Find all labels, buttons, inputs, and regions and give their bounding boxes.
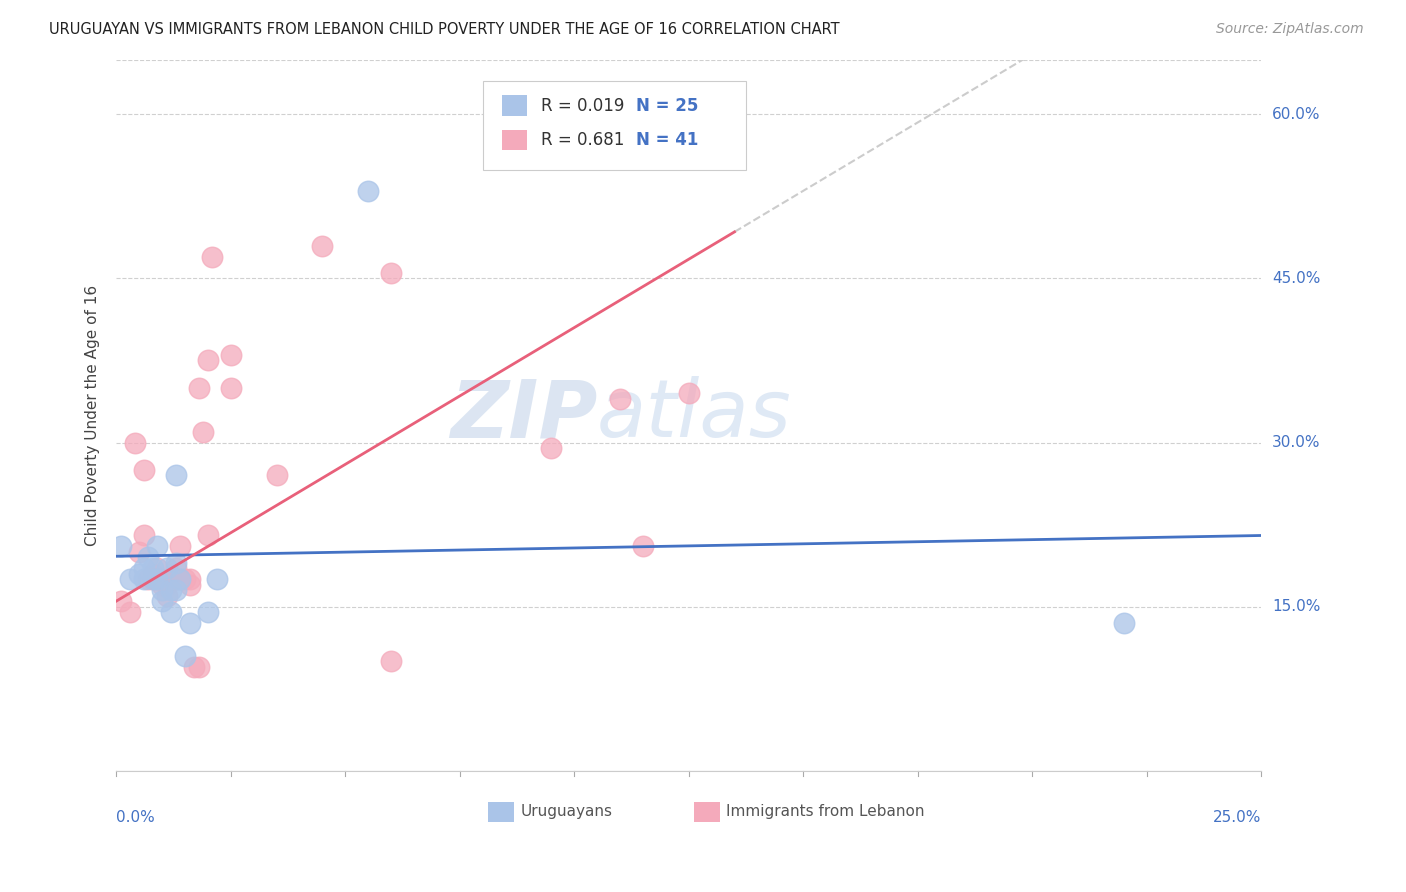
Point — [380, 266, 402, 280]
Text: atlas: atlas — [598, 376, 792, 454]
Point — [132, 572, 155, 586]
Point — [540, 441, 562, 455]
Point — [219, 348, 242, 362]
Point — [142, 561, 165, 575]
Point — [136, 572, 159, 586]
Point — [631, 540, 654, 554]
Point — [128, 566, 150, 581]
Point — [197, 528, 219, 542]
Point — [156, 561, 179, 575]
Point — [146, 572, 169, 586]
Point — [201, 250, 224, 264]
Point — [132, 528, 155, 542]
Point — [609, 392, 631, 406]
Point — [110, 540, 132, 554]
Point — [169, 572, 191, 586]
Point — [193, 425, 215, 439]
Point — [357, 184, 380, 198]
Point — [160, 605, 183, 619]
FancyBboxPatch shape — [695, 802, 720, 822]
FancyBboxPatch shape — [502, 95, 527, 116]
Point — [165, 468, 187, 483]
Point — [118, 572, 141, 586]
Text: N = 25: N = 25 — [636, 97, 699, 115]
Point — [183, 660, 205, 674]
Point — [1112, 615, 1135, 630]
Text: 30.0%: 30.0% — [1272, 435, 1320, 450]
Text: 0.0%: 0.0% — [117, 810, 155, 825]
Point — [156, 578, 179, 592]
FancyBboxPatch shape — [488, 802, 513, 822]
Point — [146, 540, 169, 554]
Point — [142, 566, 165, 581]
Text: 60.0%: 60.0% — [1272, 107, 1320, 122]
FancyBboxPatch shape — [502, 129, 527, 150]
Point — [197, 353, 219, 368]
Point — [150, 578, 173, 592]
Point — [219, 381, 242, 395]
Point — [142, 572, 165, 586]
Point — [179, 615, 201, 630]
Point — [165, 556, 187, 570]
Point — [179, 578, 201, 592]
Point — [150, 594, 173, 608]
Point — [311, 238, 333, 252]
Point — [160, 572, 183, 586]
Text: 45.0%: 45.0% — [1272, 271, 1320, 286]
Text: R = 0.019: R = 0.019 — [541, 97, 624, 115]
Point — [142, 572, 165, 586]
Text: URUGUAYAN VS IMMIGRANTS FROM LEBANON CHILD POVERTY UNDER THE AGE OF 16 CORRELATI: URUGUAYAN VS IMMIGRANTS FROM LEBANON CHI… — [49, 22, 839, 37]
Point — [380, 654, 402, 668]
Text: R = 0.681: R = 0.681 — [541, 131, 624, 149]
Text: ZIP: ZIP — [450, 376, 598, 454]
Point — [266, 468, 288, 483]
Point — [165, 583, 187, 598]
Point — [187, 381, 209, 395]
Point — [197, 605, 219, 619]
Point — [174, 648, 197, 663]
Point — [136, 550, 159, 565]
Text: 15.0%: 15.0% — [1272, 599, 1320, 614]
Point — [160, 583, 183, 598]
Point — [128, 545, 150, 559]
Point — [132, 463, 155, 477]
Point — [169, 572, 191, 586]
Point — [156, 589, 179, 603]
Point — [169, 540, 191, 554]
Point — [110, 594, 132, 608]
Point — [165, 561, 187, 575]
Point — [187, 660, 209, 674]
Text: Source: ZipAtlas.com: Source: ZipAtlas.com — [1216, 22, 1364, 37]
FancyBboxPatch shape — [482, 81, 747, 169]
Point — [678, 386, 700, 401]
Text: Uruguayans: Uruguayans — [520, 805, 613, 820]
Point — [160, 572, 183, 586]
Point — [146, 572, 169, 586]
Point — [118, 605, 141, 619]
Text: Immigrants from Lebanon: Immigrants from Lebanon — [727, 805, 925, 820]
Point — [150, 572, 173, 586]
Point — [179, 572, 201, 586]
Point — [165, 572, 187, 586]
Point — [205, 572, 228, 586]
Y-axis label: Child Poverty Under the Age of 16: Child Poverty Under the Age of 16 — [86, 285, 100, 546]
Text: N = 41: N = 41 — [636, 131, 699, 149]
Point — [174, 572, 197, 586]
Point — [124, 435, 146, 450]
Text: 25.0%: 25.0% — [1213, 810, 1261, 825]
Point — [150, 583, 173, 598]
Point — [146, 561, 169, 575]
Point — [132, 561, 155, 575]
